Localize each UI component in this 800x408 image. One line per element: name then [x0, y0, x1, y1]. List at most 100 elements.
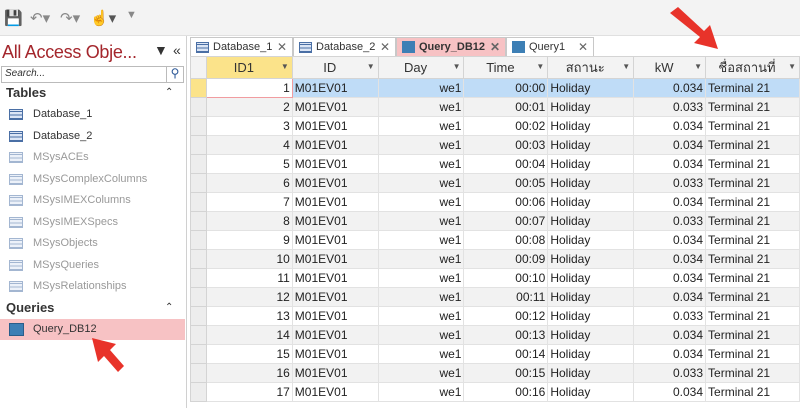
cell[interactable]: Holiday — [547, 116, 635, 136]
row-selector[interactable] — [190, 306, 207, 326]
cell[interactable]: M01EV01 — [291, 135, 379, 155]
column-header[interactable]: ID ▼ — [291, 56, 379, 79]
customize-qat-icon[interactable]: ▼ — [126, 9, 137, 21]
close-icon[interactable]: ✕ — [276, 40, 287, 54]
cell[interactable]: 0.034 — [633, 192, 707, 212]
cell[interactable]: Terminal 21 — [705, 230, 800, 250]
cell[interactable]: 00:14 — [463, 344, 549, 364]
cell[interactable]: 0.034 — [633, 230, 707, 250]
cell[interactable]: 0.034 — [633, 249, 707, 269]
search-icon[interactable]: ⚲ — [166, 66, 183, 83]
row-selector[interactable] — [190, 173, 207, 193]
filter-dropdown-icon[interactable]: ▼ — [366, 62, 375, 71]
table-row[interactable]: 3 M01EV01 we1 00:02 Holiday 0.034 Terminal 21 — [190, 116, 800, 136]
cell[interactable]: M01EV01 — [291, 249, 379, 269]
row-selector[interactable] — [190, 135, 207, 155]
touch-mode-icon[interactable]: ☝▾ — [90, 10, 117, 27]
row-selector[interactable] — [190, 363, 207, 383]
cell[interactable]: 00:06 — [463, 192, 549, 212]
select-all[interactable] — [190, 56, 207, 79]
tab-database_1[interactable]: Database_1 ✕ — [190, 37, 293, 57]
table-row[interactable]: 7 M01EV01 we1 00:06 Holiday 0.034 Terminal 21 — [190, 192, 800, 212]
filter-dropdown-icon[interactable]: ▼ — [788, 62, 796, 71]
cell[interactable]: M01EV01 — [291, 97, 379, 117]
cell[interactable]: 0.033 — [633, 306, 707, 326]
cell[interactable]: 0.034 — [633, 116, 707, 136]
tab-database_2[interactable]: Database_2 ✕ — [293, 37, 396, 57]
cell[interactable]: 0.033 — [633, 97, 707, 117]
cell[interactable]: Terminal 21 — [705, 287, 800, 307]
cell[interactable]: 0.034 — [633, 268, 707, 288]
row-selector[interactable] — [190, 268, 207, 288]
cell[interactable]: Holiday — [547, 211, 635, 231]
cell[interactable]: Holiday — [547, 363, 635, 383]
cell[interactable]: 00:07 — [463, 211, 549, 231]
cell[interactable]: Terminal 21 — [705, 382, 800, 402]
cell[interactable]: 00:05 — [463, 173, 549, 193]
cell[interactable]: 0.034 — [633, 325, 707, 345]
cell[interactable]: Holiday — [547, 230, 635, 250]
cell[interactable]: Terminal 21 — [705, 306, 800, 326]
cell[interactable]: 0.033 — [633, 363, 707, 383]
row-selector[interactable] — [190, 325, 207, 345]
table-row[interactable]: 8 M01EV01 we1 00:07 Holiday 0.033 Terminal 21 — [190, 211, 800, 231]
row-selector[interactable] — [190, 211, 207, 231]
cell[interactable]: M01EV01 — [291, 173, 379, 193]
cell[interactable]: 00:02 — [463, 116, 549, 136]
collapse-group-icon[interactable]: ⌃ — [165, 87, 174, 98]
cell[interactable]: 8 — [206, 211, 293, 231]
table-row[interactable]: 15 M01EV01 we1 00:14 Holiday 0.034 Terminal 21 — [190, 344, 800, 364]
cell[interactable]: M01EV01 — [291, 363, 379, 383]
cell[interactable]: 16 — [206, 363, 293, 383]
cell[interactable]: 15 — [206, 344, 293, 364]
row-selector[interactable] — [190, 97, 207, 117]
cell[interactable]: we1 — [377, 173, 465, 193]
cell[interactable]: we1 — [377, 249, 465, 269]
row-selector[interactable] — [190, 287, 207, 307]
cell[interactable]: Terminal 21 — [705, 78, 800, 98]
tab-query_db12[interactable]: Query_DB12 ✕ — [396, 37, 506, 57]
row-selector[interactable] — [190, 154, 207, 174]
cell[interactable]: we1 — [377, 154, 465, 174]
row-selector[interactable] — [190, 249, 207, 269]
cell[interactable]: 0.033 — [633, 211, 707, 231]
cell[interactable]: Terminal 21 — [705, 344, 800, 364]
nav-menu-icon[interactable]: ▼ — [154, 42, 168, 58]
cell[interactable]: 00:10 — [463, 268, 549, 288]
cell[interactable]: Terminal 21 — [705, 211, 800, 231]
cell[interactable]: Terminal 21 — [705, 154, 800, 174]
table-row[interactable]: 11 M01EV01 we1 00:10 Holiday 0.034 Terminal 21 — [190, 268, 800, 288]
cell[interactable]: Holiday — [547, 306, 635, 326]
row-selector[interactable] — [190, 382, 207, 402]
nav-item[interactable]: MSysIMEXColumns — [0, 190, 185, 211]
cell[interactable]: Holiday — [547, 344, 635, 364]
nav-item[interactable]: MSysRelationships — [0, 276, 185, 297]
nav-item[interactable]: MSysQueries — [0, 255, 185, 276]
cell[interactable]: we1 — [377, 363, 465, 383]
cell[interactable]: 13 — [206, 306, 293, 326]
row-selector[interactable] — [190, 344, 207, 364]
cell[interactable]: 00:12 — [463, 306, 549, 326]
cell[interactable]: we1 — [377, 344, 465, 364]
cell[interactable]: Terminal 21 — [705, 325, 800, 345]
cell[interactable]: Holiday — [547, 249, 635, 269]
cell[interactable]: Holiday — [547, 135, 635, 155]
cell[interactable]: 0.034 — [633, 287, 707, 307]
cell[interactable]: 1 — [206, 78, 293, 98]
cell[interactable]: 0.034 — [633, 154, 707, 174]
nav-item[interactable]: Database_2 — [0, 126, 185, 147]
nav-item[interactable]: MSysObjects — [0, 233, 185, 254]
cell[interactable]: Terminal 21 — [705, 173, 800, 193]
cell[interactable]: 3 — [206, 116, 293, 136]
cell[interactable]: M01EV01 — [291, 382, 379, 402]
cell[interactable]: 7 — [206, 192, 293, 212]
cell[interactable]: we1 — [377, 230, 465, 250]
save-icon[interactable]: 💾 — [4, 10, 23, 27]
cell[interactable]: 00:16 — [463, 382, 549, 402]
cell[interactable]: Terminal 21 — [705, 192, 800, 212]
close-icon[interactable]: ✕ — [577, 40, 588, 54]
table-row[interactable]: 6 M01EV01 we1 00:05 Holiday 0.033 Terminal 21 — [190, 173, 800, 193]
cell[interactable]: 17 — [206, 382, 293, 402]
cell[interactable]: we1 — [377, 306, 465, 326]
table-row[interactable]: 10 M01EV01 we1 00:09 Holiday 0.034 Terminal 21 — [190, 249, 800, 269]
